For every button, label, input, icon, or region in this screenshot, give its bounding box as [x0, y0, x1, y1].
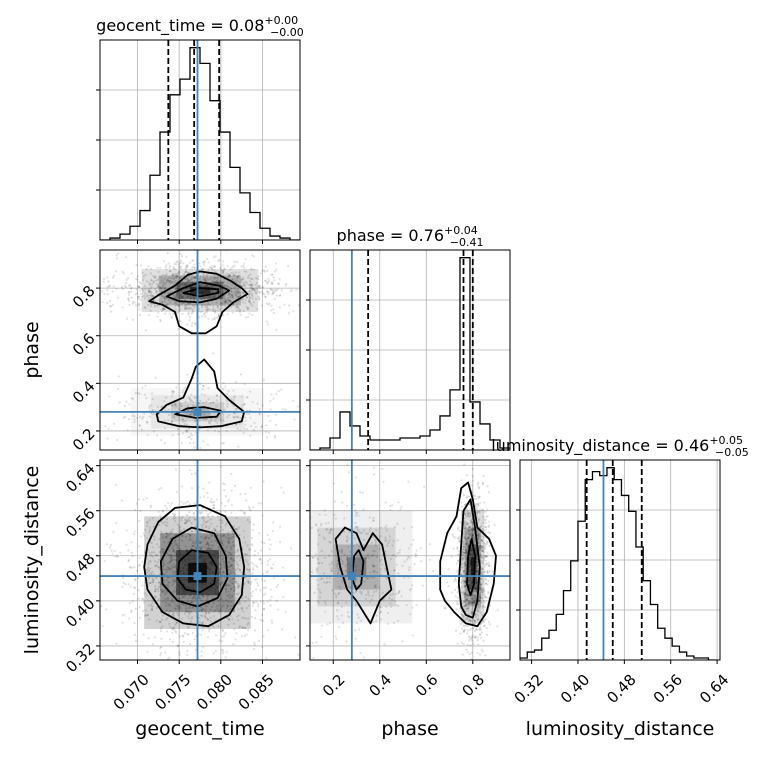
panel-hist-geocent_time: geocent_time = 0.08+0.00 −0.00 — [96, 14, 304, 244]
panel-frame — [519, 459, 721, 661]
density-cells — [310, 510, 485, 624]
panel-hist-luminosity_distance: luminosity_distance = 0.46+0.05 −0.05 0.32… — [491, 434, 749, 707]
x-tick-label: 0.56 — [650, 671, 686, 707]
y-tick-label: 0.4 — [69, 377, 99, 407]
x-tick-label: 0.070 — [110, 671, 153, 714]
panel-2d-phase-luminosity_distance: 0.2 0.4 0.6 0.8 — [306, 459, 511, 701]
x-tick-label: 0.40 — [557, 671, 593, 707]
contour-line — [143, 504, 246, 628]
contour-line — [457, 498, 481, 619]
histogram-steps — [310, 257, 510, 450]
x-tick-label: 0.075 — [151, 671, 194, 714]
truth-marker — [347, 572, 356, 581]
x-tick-label: 0.6 — [412, 671, 442, 701]
y-tick-label: 0.8 — [69, 282, 99, 312]
y-tick-label: 0.56 — [62, 505, 98, 541]
x-tick-label: 0.085 — [235, 671, 278, 714]
panels-layer: geocent_time = 0.08+0.00 −0.00 phase = 0.7… — [62, 14, 749, 714]
y-tick-label: 0.6 — [69, 330, 99, 360]
x-tick-label: 0.64 — [696, 671, 732, 707]
x-tick-label: 0.080 — [193, 671, 236, 714]
x-tick-label: 0.2 — [319, 671, 349, 701]
labels-layer: geocent_time phase luminosity_distance p… — [21, 321, 714, 740]
title-phase: phase = 0.76+0.04 −0.41 — [337, 224, 484, 249]
histogram-steps — [520, 467, 716, 660]
truth-marker — [193, 407, 202, 416]
density-cell — [317, 527, 396, 607]
contour-line — [439, 481, 497, 628]
contour-line — [165, 281, 231, 304]
density-cell — [189, 286, 211, 295]
contour-line — [466, 538, 476, 597]
ylabel-phase: phase — [21, 321, 43, 378]
panel-frame — [99, 39, 301, 241]
contour-line — [155, 358, 246, 429]
contour-line — [176, 549, 218, 594]
x-tick-label: 0.32 — [511, 671, 547, 707]
panel-2d-geocent_time-phase: 0.2 0.4 0.6 0.8 — [69, 249, 301, 455]
truth-marker — [193, 572, 202, 581]
panel-frame — [99, 249, 301, 451]
xlabel-phase: phase — [381, 718, 438, 740]
panel-plot-area — [310, 460, 510, 660]
density-cell — [470, 557, 475, 577]
y-tick-label: 0.32 — [62, 640, 98, 676]
contour-line — [148, 270, 249, 335]
x-tick-label: 0.4 — [365, 671, 395, 701]
xlabel-geocent-time: geocent_time — [135, 718, 264, 740]
contour-line — [174, 406, 222, 419]
panel-frame — [309, 249, 511, 451]
panel-plot-area — [520, 460, 720, 660]
panel-plot-area — [100, 40, 300, 240]
panel-frame — [99, 459, 301, 661]
contour-line — [351, 549, 365, 591]
histogram-steps — [100, 47, 300, 240]
y-tick-label: 0.2 — [69, 425, 99, 455]
panel-frame — [309, 459, 511, 661]
ylabel-luminosity-distance: luminosity_distance — [21, 466, 43, 655]
title-luminosity_distance: luminosity_distance = 0.46+0.05 −0.05 — [491, 434, 749, 459]
contour-line — [334, 526, 393, 625]
contour-line — [159, 526, 229, 608]
x-tick-label: 0.48 — [603, 671, 639, 707]
panel-plot-area — [100, 460, 300, 660]
panel-hist-phase: phase = 0.76+0.04 −0.41 — [306, 224, 511, 454]
panel-plot-area — [310, 250, 510, 450]
panel-plot-area — [100, 250, 300, 450]
y-tick-label: 0.40 — [62, 595, 98, 631]
y-tick-label: 0.64 — [62, 459, 98, 495]
x-tick-label: 0.8 — [459, 671, 489, 701]
title-geocent_time: geocent_time = 0.08+0.00 −0.00 — [96, 14, 304, 39]
density-cell — [310, 510, 413, 624]
xlabel-luminosity-distance: luminosity_distance — [526, 718, 715, 740]
y-tick-label: 0.48 — [62, 550, 98, 586]
